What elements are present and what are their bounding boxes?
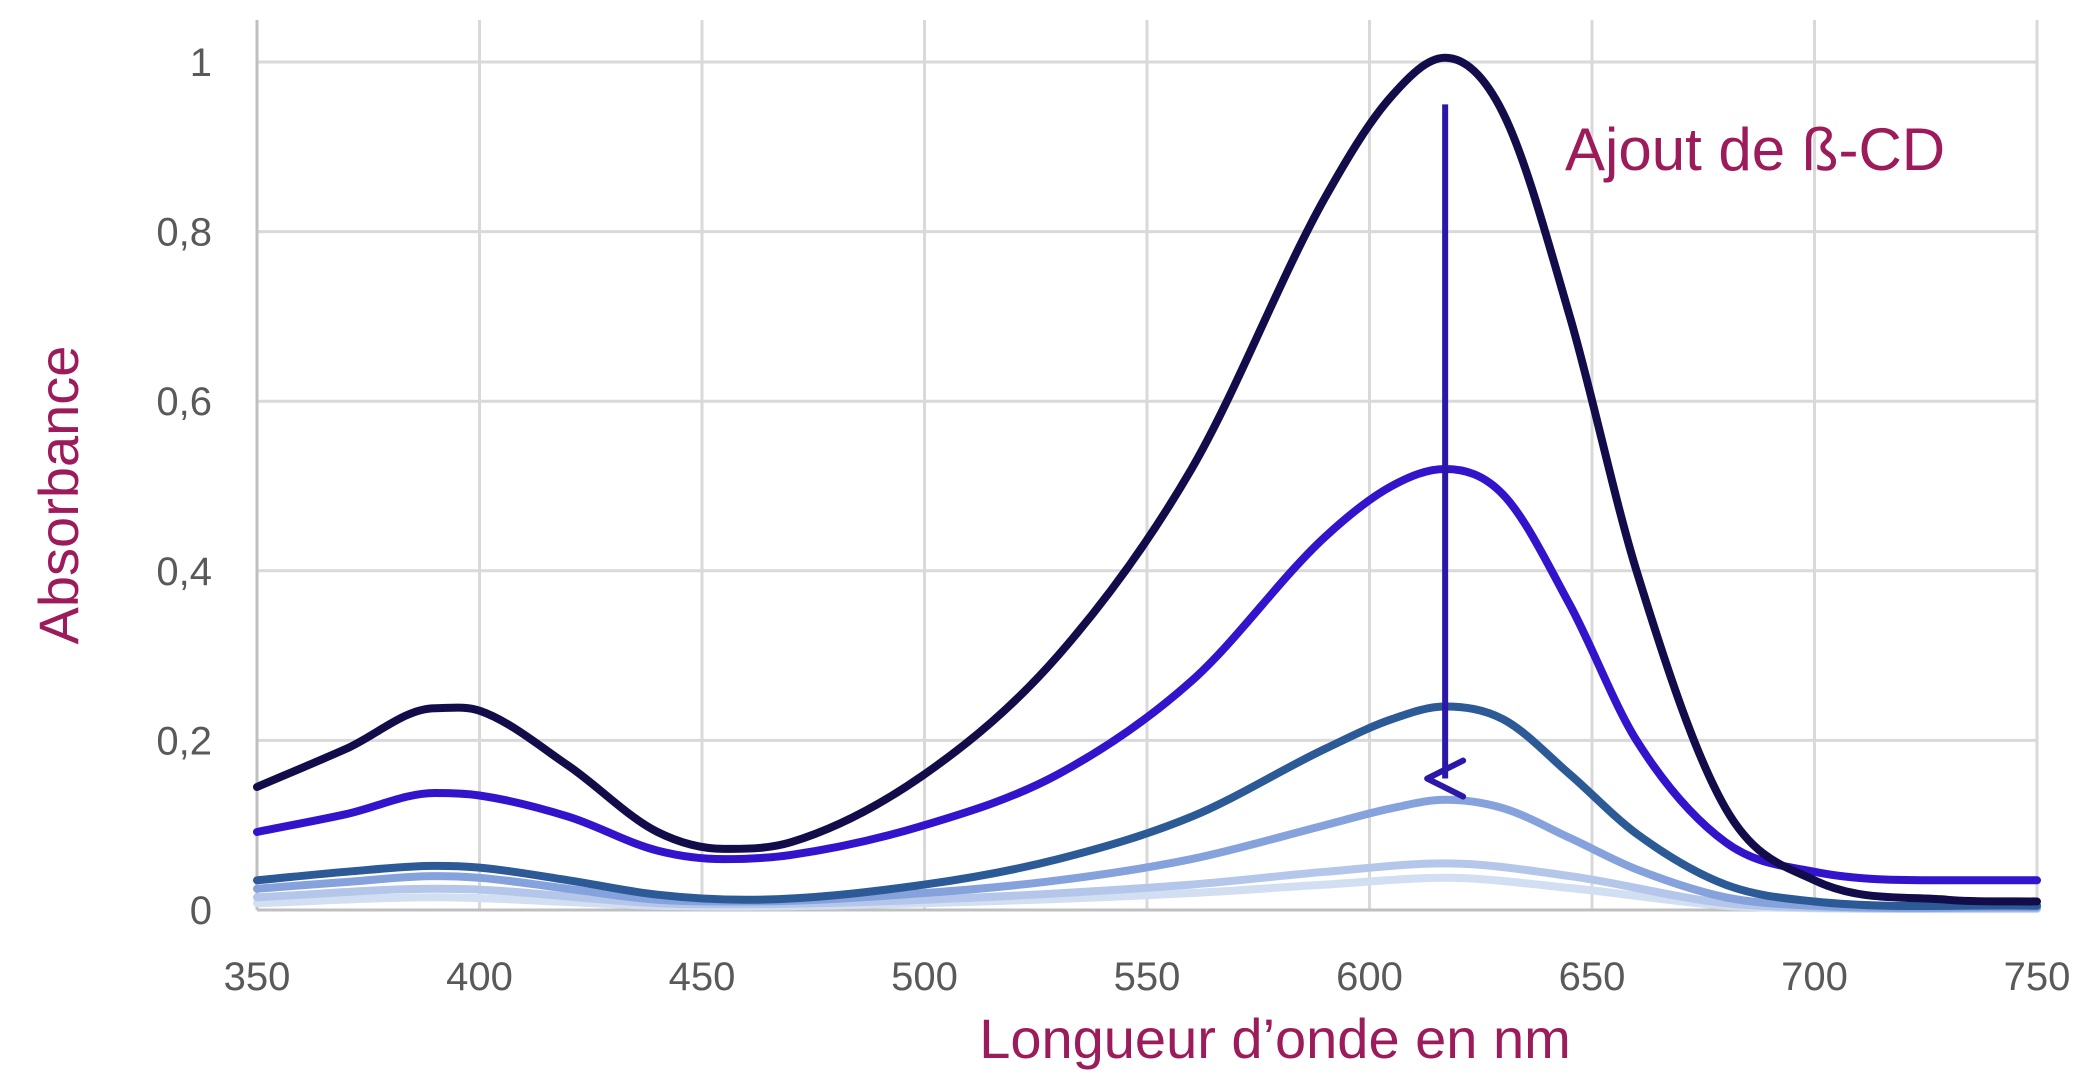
- series-line-2: [253, 465, 2041, 885]
- y-tick-label: 0,4: [156, 550, 212, 594]
- series-line-3: [253, 702, 2041, 911]
- x-tick-label: 450: [669, 955, 736, 999]
- x-axis-title: Longueur d’onde en nm: [979, 1007, 1571, 1070]
- x-tick-label: 700: [1781, 955, 1848, 999]
- y-tick-label: 0,6: [156, 380, 212, 424]
- x-tick-label: 750: [2004, 955, 2071, 999]
- series-line-4: [253, 795, 2041, 912]
- series-line-5: [253, 859, 2041, 913]
- annotation-text: Ajout de ß-CD: [1565, 116, 1945, 183]
- x-tick-label: 550: [1114, 955, 1181, 999]
- series-line-1: [253, 53, 2041, 906]
- y-tick-label: 0: [190, 889, 212, 933]
- x-tick-label: 650: [1559, 955, 1626, 999]
- tick-labels: 350 400 450 500 550 600 650 700 750 0 0,2 0,4 0,6 0,8…: [156, 41, 2070, 999]
- x-tick-label: 350: [224, 955, 291, 999]
- y-tick-label: 0,2: [156, 719, 212, 763]
- y-axis-title: Absorbance: [27, 346, 90, 645]
- y-tick-label: 1: [190, 41, 212, 85]
- x-tick-label: 500: [891, 955, 958, 999]
- x-tick-label: 400: [446, 955, 513, 999]
- y-tick-label: 0,8: [156, 211, 212, 255]
- x-tick-label: 600: [1336, 955, 1403, 999]
- series-group: [253, 53, 2041, 914]
- grid-lines: [255, 20, 2039, 910]
